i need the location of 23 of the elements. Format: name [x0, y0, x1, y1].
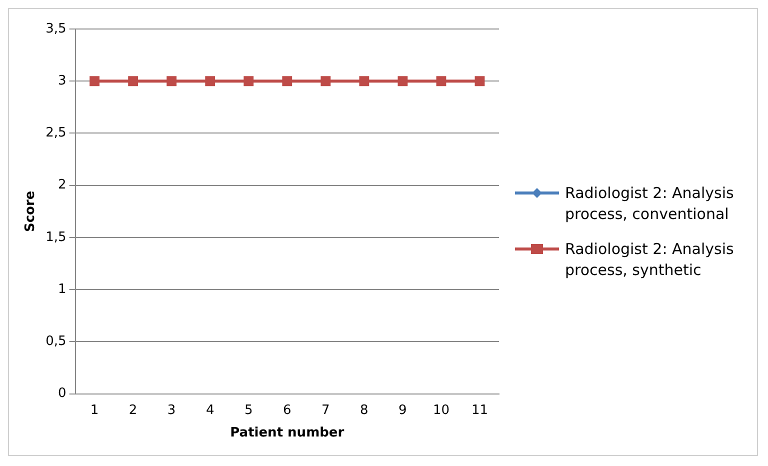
x-tick-label: 8 — [360, 402, 368, 418]
y-tick-label: 2 — [58, 178, 66, 193]
x-tick-label: 1 — [90, 402, 99, 418]
y-tick-label: 3 — [58, 73, 66, 88]
x-tick-label: 2 — [128, 402, 138, 418]
x-tick-label: 11 — [471, 402, 488, 418]
x-axis-title: Patient number — [230, 426, 345, 441]
y-tick-label: 1 — [58, 282, 66, 297]
x-tick-label: 4 — [206, 402, 214, 418]
x-tick-label: 6 — [282, 402, 292, 418]
x-tick-label: 3 — [167, 402, 176, 418]
y-tick-label: 0 — [58, 386, 66, 402]
x-tick-label: 7 — [322, 402, 330, 418]
legend-label: Radiologist 2: Analysis process, conventional — [565, 183, 735, 225]
legend-label: Radiologist 2: Analysis process, synthetic — [565, 239, 735, 281]
x-tick-label: 9 — [398, 402, 407, 418]
y-tick-label: 1,5 — [46, 230, 66, 245]
x-tick-label: 10 — [432, 402, 450, 418]
y-tick-label: 2,5 — [46, 126, 66, 141]
x-tick-label: 5 — [244, 402, 253, 418]
y-axis-title: Score — [23, 190, 38, 232]
y-tick-label: 0,5 — [46, 334, 66, 350]
y-tick-label: 3,5 — [46, 21, 66, 36]
